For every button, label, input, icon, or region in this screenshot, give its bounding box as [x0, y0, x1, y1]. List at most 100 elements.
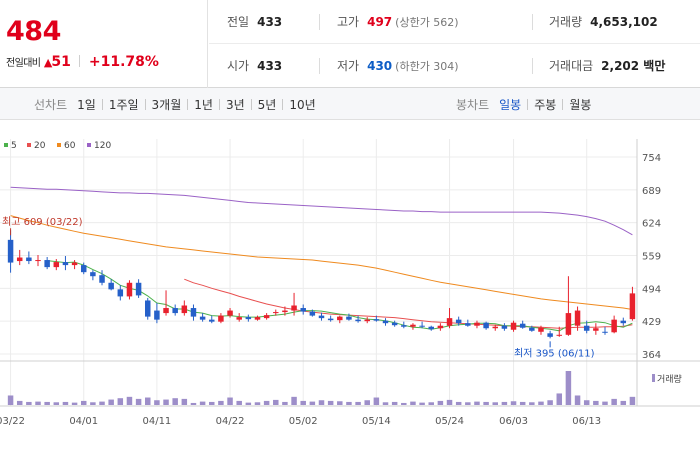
- high-annotation: 최고 609 (03/22): [2, 216, 83, 228]
- volume-bar: [199, 401, 206, 405]
- legend-label: 5: [11, 141, 17, 151]
- y-tick-label: 429: [642, 317, 661, 328]
- candle-body: [519, 323, 526, 328]
- line-range-tab[interactable]: 3년: [225, 97, 245, 112]
- volume-bar: [181, 398, 188, 405]
- candle-body: [181, 305, 188, 314]
- volume-bar: [593, 400, 599, 405]
- volume-bar: [556, 393, 563, 405]
- line-range-tab[interactable]: 3개월: [151, 97, 182, 112]
- volume-bar: [327, 400, 334, 405]
- candle-body: [300, 308, 306, 312]
- x-tick-label: 05/24: [435, 416, 464, 427]
- candle-body: [227, 310, 233, 316]
- line-range-tab[interactable]: 5년: [257, 97, 277, 112]
- prev-close: 전일 433: [227, 0, 282, 44]
- line-range-tab[interactable]: 10년: [289, 97, 316, 112]
- x-tick-label: 06/03: [499, 416, 528, 427]
- x-tick-label: 03/22: [0, 416, 25, 427]
- low-price: 저가 430 (하한가 304): [337, 44, 459, 88]
- volume-bar: [538, 401, 544, 405]
- tab-divider: [527, 98, 529, 110]
- ma5-line: [47, 260, 633, 332]
- volume-legend-label: 거래량: [657, 373, 682, 385]
- volume-bar: [300, 400, 306, 405]
- volume-bar: [346, 401, 352, 405]
- divider: [319, 58, 320, 74]
- open-price: 시가 433: [227, 44, 282, 88]
- volume-bar: [7, 395, 14, 405]
- line-range-tab[interactable]: 1주일: [108, 97, 139, 112]
- line-range-tab[interactable]: 1일: [77, 97, 96, 112]
- change-percent: +11.78%: [88, 54, 159, 70]
- volume-bar: [611, 398, 617, 405]
- candle-period-tab[interactable]: 월봉: [569, 97, 592, 112]
- candle-body: [583, 325, 590, 331]
- candle-body: [391, 322, 398, 326]
- tab-divider: [282, 98, 284, 110]
- y-tick-label: 364: [642, 350, 661, 361]
- volume-value: 4,653,102: [590, 15, 658, 29]
- volume-bar: [263, 400, 270, 405]
- volume-bar: [218, 400, 224, 405]
- x-tick-label: 05/02: [289, 416, 318, 427]
- candlestick-chart: 754 689 624 559 494 429 364 5 20 60 120 최고 609 (03/…: [0, 139, 700, 427]
- candle-body: [26, 257, 32, 262]
- volume-bar: [373, 397, 380, 405]
- y-tick-label: 754: [642, 153, 661, 164]
- stats-row-1: 전일 433 고가 497 (상한가 562) 거래량 4,653,102: [209, 0, 700, 44]
- candle-body: [474, 322, 480, 326]
- candle-body: [410, 324, 416, 327]
- candle-body: [80, 265, 87, 273]
- candle-body: [16, 257, 23, 262]
- volume-bar: [53, 402, 60, 405]
- candle-body: [273, 312, 279, 314]
- change-value: 51: [51, 54, 71, 70]
- prev-close-value: 433: [257, 15, 283, 29]
- trade-amount: 거래대금 2,202 백만: [549, 44, 665, 88]
- volume-bar: [620, 400, 627, 405]
- volume-bar: [318, 400, 325, 405]
- divider: [532, 58, 533, 74]
- candle-body: [465, 323, 471, 326]
- volume-bar: [364, 400, 370, 405]
- volume-bar: [282, 401, 288, 405]
- divider: [532, 14, 533, 30]
- candle-body: [620, 320, 627, 324]
- candle-body: [154, 310, 160, 320]
- y-tick-label: 559: [642, 252, 661, 263]
- stats-row-2: 시가 433 저가 430 (하한가 304) 거래대금 2,202 백만: [209, 44, 700, 88]
- tab-divider: [144, 98, 146, 110]
- line-chart-tabs: 선차트 1일 1주일 3개월 1년 3년 5년 10년: [34, 88, 316, 120]
- volume-bar: [209, 401, 215, 405]
- amount-value: 2,202 백만: [601, 59, 666, 73]
- volume-bar: [446, 399, 453, 405]
- candle-period-tab[interactable]: 주봉: [534, 97, 557, 112]
- candle-body: [337, 316, 343, 321]
- legend-label: 60: [64, 141, 76, 151]
- volume-bar: [135, 398, 142, 405]
- line-range-tab[interactable]: 1년: [194, 97, 213, 112]
- candle-body: [209, 319, 215, 322]
- x-tick-label: 04/11: [142, 416, 171, 427]
- y-tick-label: 494: [642, 284, 661, 295]
- volume-bar: [227, 397, 233, 405]
- ma20-line: [184, 278, 633, 329]
- volume-bar: [190, 402, 197, 405]
- ma120-line: [10, 186, 633, 236]
- volume-bar: [71, 402, 78, 405]
- volume-bar: [455, 401, 462, 405]
- y-tick-label: 689: [642, 186, 661, 197]
- candle-body: [346, 316, 352, 320]
- candle-period-tab[interactable]: 일봉: [499, 97, 522, 112]
- volume-bar: [474, 401, 480, 405]
- price-change: 전일대비 ▲51 +11.78%: [6, 54, 159, 70]
- quote-stats: 전일 433 고가 497 (상한가 562) 거래량 4,653,102 시가 433 …: [209, 0, 700, 88]
- low-value: 430: [367, 59, 393, 73]
- up-triangle-icon: ▲: [43, 56, 53, 69]
- volume-bar: [401, 402, 407, 405]
- volume-bar: [99, 401, 105, 405]
- candle-body: [35, 260, 41, 262]
- candle-body: [236, 317, 242, 320]
- candle-body: [126, 282, 133, 297]
